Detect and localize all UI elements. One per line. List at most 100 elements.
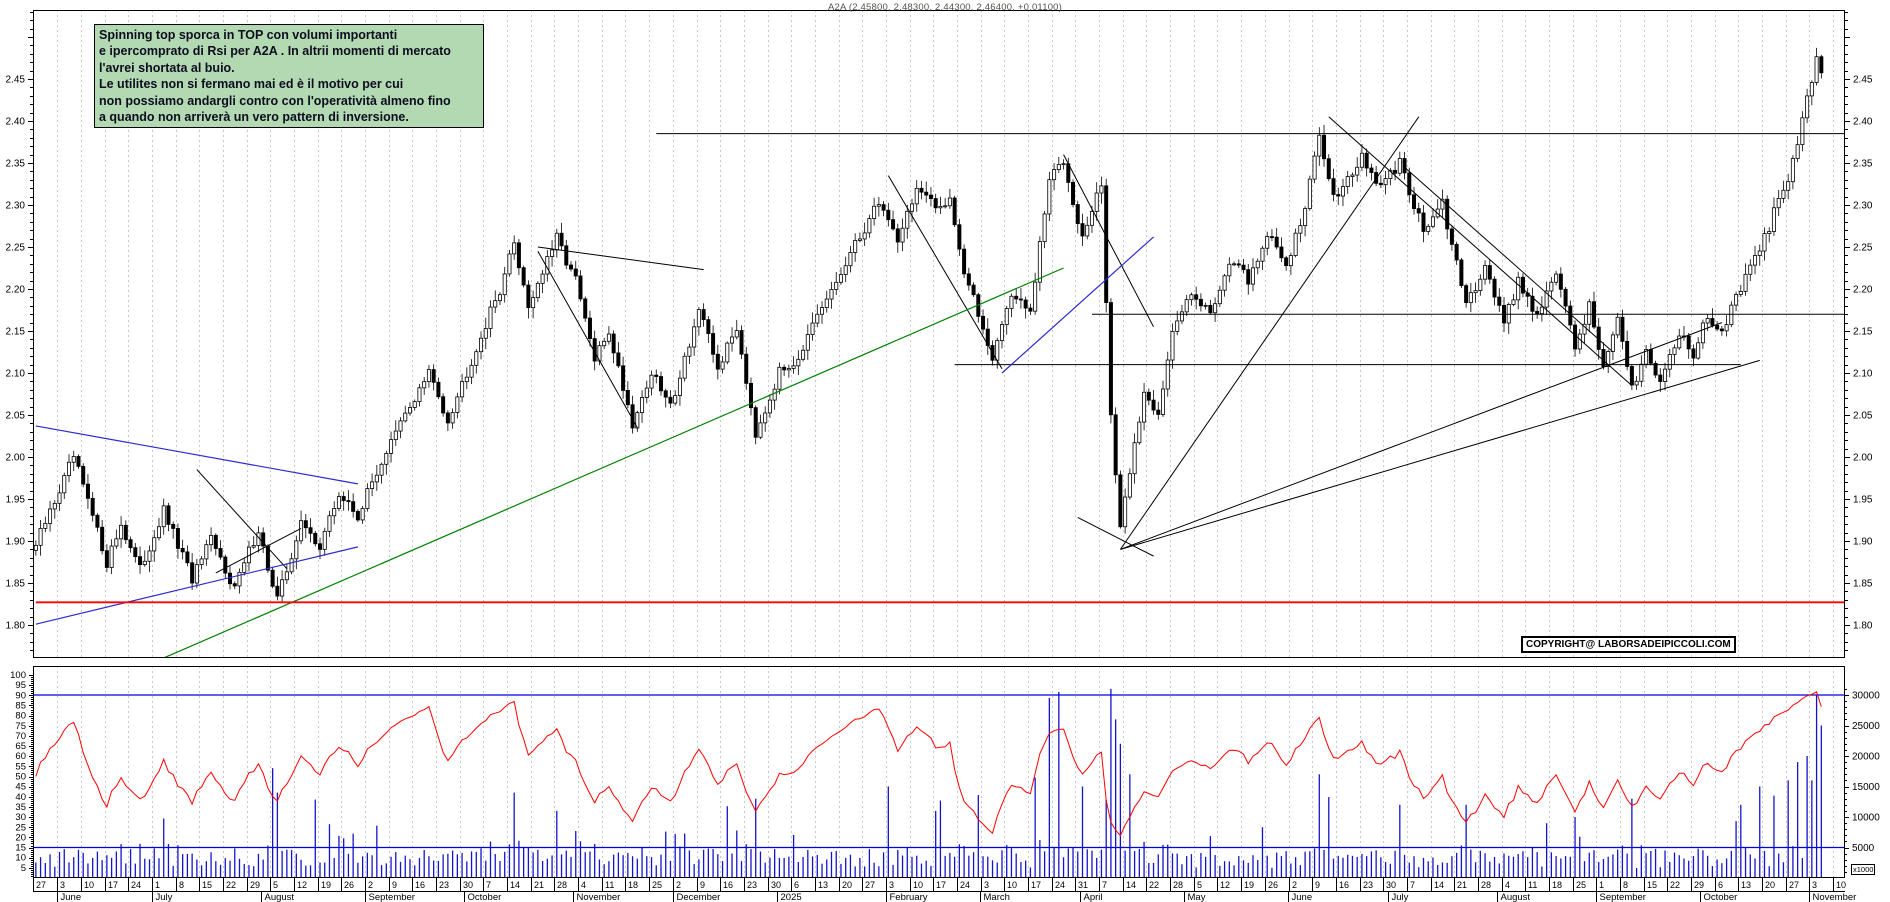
svg-text:4: 4 — [1505, 880, 1510, 890]
svg-text:10: 10 — [84, 880, 94, 890]
svg-text:1.95: 1.95 — [1853, 495, 1873, 506]
svg-text:22: 22 — [226, 880, 236, 890]
svg-text:2.40: 2.40 — [1853, 117, 1873, 128]
svg-text:1.80: 1.80 — [6, 621, 26, 632]
svg-text:1.85: 1.85 — [1853, 579, 1873, 590]
svg-text:2.20: 2.20 — [1853, 285, 1873, 296]
svg-text:28: 28 — [1481, 880, 1491, 890]
svg-text:1.80: 1.80 — [1853, 621, 1873, 632]
svg-text:12: 12 — [297, 880, 307, 890]
svg-text:18: 18 — [1552, 880, 1562, 890]
svg-text:6: 6 — [794, 880, 799, 890]
svg-text:2.40: 2.40 — [6, 117, 26, 128]
svg-text:10000: 10000 — [1852, 813, 1880, 824]
overlay-trendlines — [35, 116, 1845, 658]
candlesticks — [33, 47, 1824, 604]
svg-text:2.05: 2.05 — [1853, 411, 1873, 422]
svg-text:1: 1 — [1599, 880, 1604, 890]
svg-text:14: 14 — [1126, 880, 1136, 890]
svg-text:20: 20 — [15, 832, 26, 843]
svg-text:30: 30 — [463, 880, 473, 890]
svg-text:27: 27 — [36, 880, 46, 890]
svg-text:5: 5 — [21, 863, 26, 874]
svg-text:16: 16 — [1339, 880, 1349, 890]
svg-text:45: 45 — [15, 782, 26, 793]
svg-text:1.90: 1.90 — [6, 537, 26, 548]
svg-text:29: 29 — [250, 880, 260, 890]
svg-text:2.45: 2.45 — [6, 75, 26, 86]
svg-text:23: 23 — [747, 880, 757, 890]
copyright-badge[interactable]: COPYRIGHT@ LABORSADEIPICCOLI.COM — [1521, 636, 1736, 653]
svg-text:24: 24 — [131, 880, 141, 890]
svg-text:15: 15 — [15, 843, 26, 854]
svg-text:19: 19 — [321, 880, 331, 890]
svg-text:July: July — [1392, 892, 1409, 902]
svg-text:30: 30 — [15, 812, 26, 823]
svg-text:5: 5 — [273, 880, 278, 890]
svg-text:7: 7 — [1410, 880, 1415, 890]
svg-text:2.45: 2.45 — [1853, 75, 1873, 86]
date-axis: 27 3 10 17 24 1 8 15 22 29 5 12 19 26 2 9 16 23 30 7 14 21 28 4… — [33, 878, 1856, 902]
svg-text:15000: 15000 — [1852, 782, 1880, 793]
svg-text:August: August — [265, 892, 295, 902]
svg-text:13: 13 — [1741, 880, 1751, 890]
svg-text:28: 28 — [1173, 880, 1183, 890]
svg-text:50: 50 — [15, 772, 26, 783]
svg-text:28: 28 — [557, 880, 567, 890]
svg-text:15: 15 — [202, 880, 212, 890]
svg-text:November: November — [1813, 892, 1857, 902]
svg-text:2.10: 2.10 — [6, 369, 26, 380]
svg-text:20: 20 — [1765, 880, 1775, 890]
svg-text:17: 17 — [936, 880, 946, 890]
svg-text:2.20: 2.20 — [6, 285, 26, 296]
panel-borders — [33, 10, 1845, 878]
svg-text:4: 4 — [581, 880, 586, 890]
svg-text:16: 16 — [415, 880, 425, 890]
svg-text:June: June — [1292, 892, 1313, 902]
svg-text:25: 25 — [1576, 880, 1586, 890]
svg-text:85: 85 — [15, 700, 26, 711]
svg-text:35: 35 — [15, 802, 26, 813]
svg-text:14: 14 — [510, 880, 520, 890]
svg-text:9: 9 — [700, 880, 705, 890]
svg-text:25: 25 — [15, 822, 26, 833]
svg-text:19: 19 — [1244, 880, 1254, 890]
svg-text:July: July — [156, 892, 173, 902]
svg-text:August: August — [1501, 892, 1531, 902]
svg-text:80: 80 — [15, 711, 26, 722]
chart-title: A2A (2.45800, 2.48300, 2.44300, 2.46400,… — [827, 2, 1063, 13]
svg-text:16: 16 — [723, 880, 733, 890]
svg-text:24: 24 — [1055, 880, 1065, 890]
svg-text:1: 1 — [155, 880, 160, 890]
svg-text:22: 22 — [1670, 880, 1680, 890]
volume-threshold-lines — [33, 694, 1845, 849]
svg-text:6: 6 — [1718, 880, 1723, 890]
svg-text:October: October — [468, 892, 502, 902]
price-axis: 1.80 1.80 1.85 1.85 1.90 1.90 1.95 1.95 2.00 2.00… — [6, 12, 1873, 651]
svg-text:95: 95 — [15, 680, 26, 691]
svg-text:100: 100 — [10, 670, 26, 681]
annotation-note[interactable]: Spinning top sporca in TOP con volumi im… — [94, 24, 484, 129]
svg-text:2.35: 2.35 — [1853, 159, 1873, 170]
svg-text:8: 8 — [179, 880, 184, 890]
svg-text:5000: 5000 — [1852, 843, 1875, 854]
svg-text:2: 2 — [676, 880, 681, 890]
svg-text:1.90: 1.90 — [1853, 537, 1873, 548]
svg-text:29: 29 — [1694, 880, 1704, 890]
svg-text:24: 24 — [960, 880, 970, 890]
svg-text:2.25: 2.25 — [6, 243, 26, 254]
svg-text:21: 21 — [534, 880, 544, 890]
svg-text:55: 55 — [15, 761, 26, 772]
svg-text:2.30: 2.30 — [6, 201, 26, 212]
svg-text:60: 60 — [15, 751, 26, 762]
weekly-gridlines — [33, 10, 1834, 878]
svg-text:2.35: 2.35 — [6, 159, 26, 170]
svg-text:20000: 20000 — [1852, 752, 1880, 763]
svg-text:40: 40 — [15, 792, 26, 803]
svg-text:2.15: 2.15 — [6, 327, 26, 338]
svg-text:September: September — [369, 892, 415, 902]
svg-text:7: 7 — [1102, 880, 1107, 890]
svg-text:9: 9 — [1315, 880, 1320, 890]
svg-text:September: September — [1600, 892, 1646, 902]
